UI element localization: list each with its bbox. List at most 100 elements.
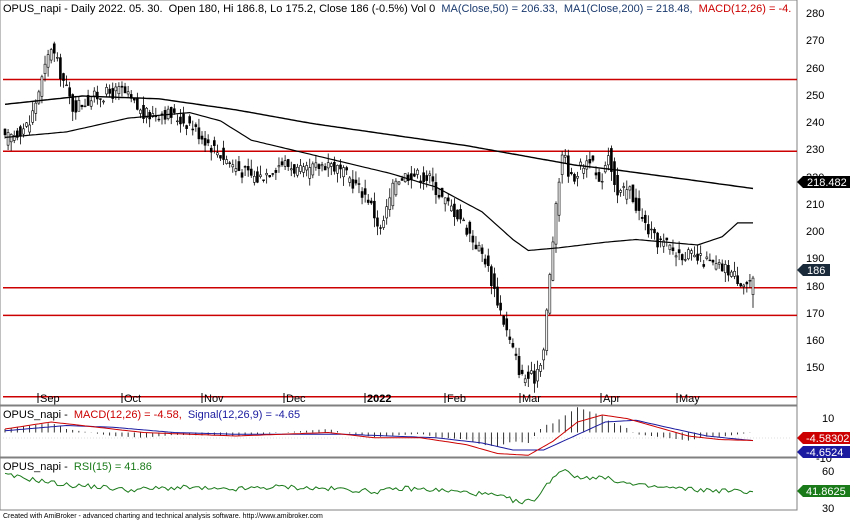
candle-body [299,165,302,172]
candle-body [120,85,124,88]
candle-body [723,264,727,274]
candle-body [234,168,238,172]
candle-body [659,238,662,240]
candle-body [579,161,582,166]
candle-body [459,209,462,220]
candle-body [188,116,191,124]
price-panel-frame [0,0,798,406]
candle-body [671,247,675,251]
candle-body [622,186,626,188]
candle-body [416,169,419,175]
candle-body [296,166,299,176]
candle-body [548,274,552,314]
candle-body [142,104,145,119]
candle-body [677,249,681,254]
price-tick: 200 [806,226,824,238]
candle-body [727,264,730,276]
candle-body [342,167,345,178]
candle-body [329,163,333,167]
candle-body [326,162,330,169]
candle-body [446,197,450,202]
date-label-year: 2022 [367,393,391,405]
candle-body [348,177,352,183]
price-tick: 260 [806,63,824,75]
candle-body [77,99,81,112]
candle-body [530,370,533,374]
candle-body [683,259,687,261]
ma200-value-tag: 218.482 [797,176,850,189]
candle-body [730,271,733,277]
candle-body [477,245,481,252]
candle-body [151,113,155,117]
candle-body [357,183,361,185]
candle-body [690,250,693,254]
rsi-tick: 30 [822,503,834,515]
macd-tick: 10 [822,413,834,425]
candle-body [373,200,376,219]
candle-body [277,165,281,168]
candle-body [19,126,22,137]
candle-body [209,147,213,153]
candle-body [696,253,699,261]
price-tick: 270 [806,35,824,47]
candle-body [533,370,536,384]
candle-body [551,241,555,281]
candle-body [563,155,567,158]
price-tick: 240 [806,117,824,129]
candle-body [213,140,216,146]
candle-body [31,110,35,123]
candle-body [6,132,10,146]
candle-body [502,315,505,325]
candle-body [320,164,324,167]
candle-body [453,203,456,218]
date-label: May [679,393,700,405]
price-tick: 180 [806,281,824,293]
candle-body [687,249,690,260]
candle-body [699,253,702,256]
candle-body [585,160,589,170]
candle-body [274,170,278,173]
candle-body [366,199,370,203]
candle-body [625,189,629,200]
candle-body [628,186,632,191]
candle-body [711,259,715,263]
candle-body [576,176,579,179]
candle-body [634,197,638,211]
candle-body [662,240,666,247]
candle-body [16,130,19,138]
candle-body [656,232,659,248]
price-axis: 280 270 260 250 240 230 220 210 200 190 … [806,8,824,374]
candle-body [311,163,315,176]
candle-body [650,228,653,231]
candle-body [173,108,176,113]
date-label: Apr [603,393,620,405]
candle-body [339,164,342,170]
candle-body [517,356,521,375]
date-axis: Sep Oct Nov Dec 2022 Feb Mar Apr May [37,393,700,405]
header-macd: MACD(12,26) = -4. [699,3,792,15]
header-ohlc: Open 180, Hi 186.8, Lo 175.2, Close 186 … [169,3,436,15]
candle-body [388,197,392,210]
candle-body [354,179,358,184]
candle-body [249,168,253,176]
candle-body [9,134,13,143]
candle-body [751,277,755,295]
date-label: Feb [447,393,466,405]
rsi-tag-text: 41.8625 [806,486,846,498]
candle-body [613,161,616,185]
candle-body [468,221,472,234]
candle-body [74,100,78,113]
price-tick: 190 [806,253,824,265]
candle-body [520,369,524,374]
candle-body [391,182,395,207]
candle-body [191,128,195,131]
signal-value-tag: -4.6524 [797,446,850,459]
candle-body [3,128,7,136]
signal-tag-text: -4.6524 [806,447,843,459]
price-tick: 160 [806,335,824,347]
candle-body [480,247,484,254]
candle-body [474,244,478,250]
ma200-line [4,95,754,190]
candle-body [176,120,179,123]
candle-body [456,209,459,220]
